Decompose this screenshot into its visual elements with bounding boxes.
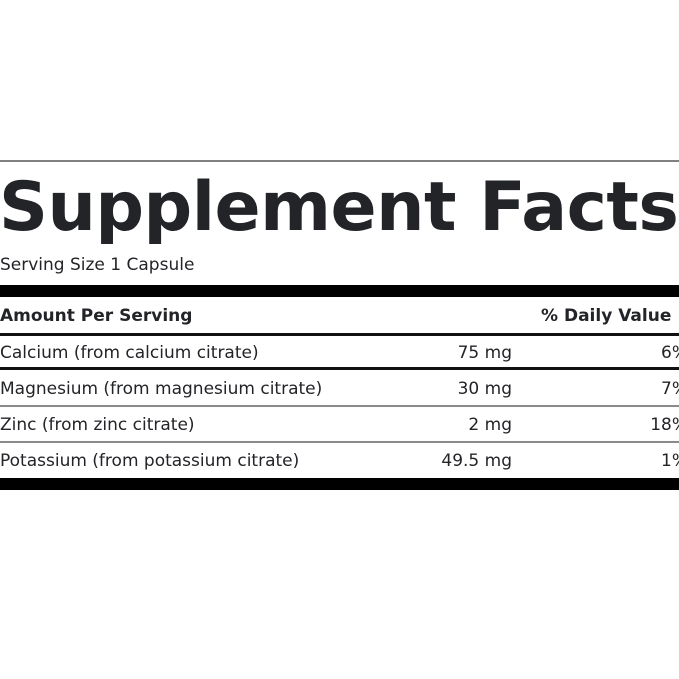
serving-size: Serving Size 1 Capsule: [0, 255, 195, 275]
thick-divider-top: [0, 285, 679, 297]
nutrient-daily-value: 7%: [661, 379, 679, 399]
nutrient-name: Calcium (from calcium citrate): [0, 343, 259, 363]
nutrient-amount: 2 mg: [468, 415, 512, 435]
nutrient-daily-value: 18%: [650, 415, 679, 435]
row-divider: [0, 367, 679, 370]
amount-per-serving-header: Amount Per Serving: [0, 306, 193, 326]
table-row: Magnesium (from magnesium citrate) 30 mg…: [0, 372, 679, 406]
label-title: Supplement Facts: [0, 168, 679, 247]
table-header: Amount Per Serving % Daily Value: [0, 299, 679, 333]
thick-divider-bottom: [0, 478, 679, 490]
nutrient-daily-value: 1%: [661, 451, 679, 471]
table-row: Potassium (from potassium citrate) 49.5 …: [0, 444, 679, 478]
header-divider: [0, 333, 679, 336]
nutrient-daily-value: 6%: [661, 343, 679, 363]
nutrient-amount: 75 mg: [457, 343, 512, 363]
daily-value-header: % Daily Value: [541, 306, 672, 326]
row-divider: [0, 441, 679, 443]
nutrient-name: Magnesium (from magnesium citrate): [0, 379, 323, 399]
table-row: Zinc (from zinc citrate) 2 mg 18%: [0, 408, 679, 442]
nutrient-amount: 49.5 mg: [441, 451, 512, 471]
nutrient-amount: 30 mg: [457, 379, 512, 399]
nutrient-name: Zinc (from zinc citrate): [0, 415, 195, 435]
top-divider: [0, 160, 679, 162]
nutrient-name: Potassium (from potassium citrate): [0, 451, 300, 471]
row-divider: [0, 405, 679, 407]
table-row: Calcium (from calcium citrate) 75 mg 6%: [0, 336, 679, 370]
